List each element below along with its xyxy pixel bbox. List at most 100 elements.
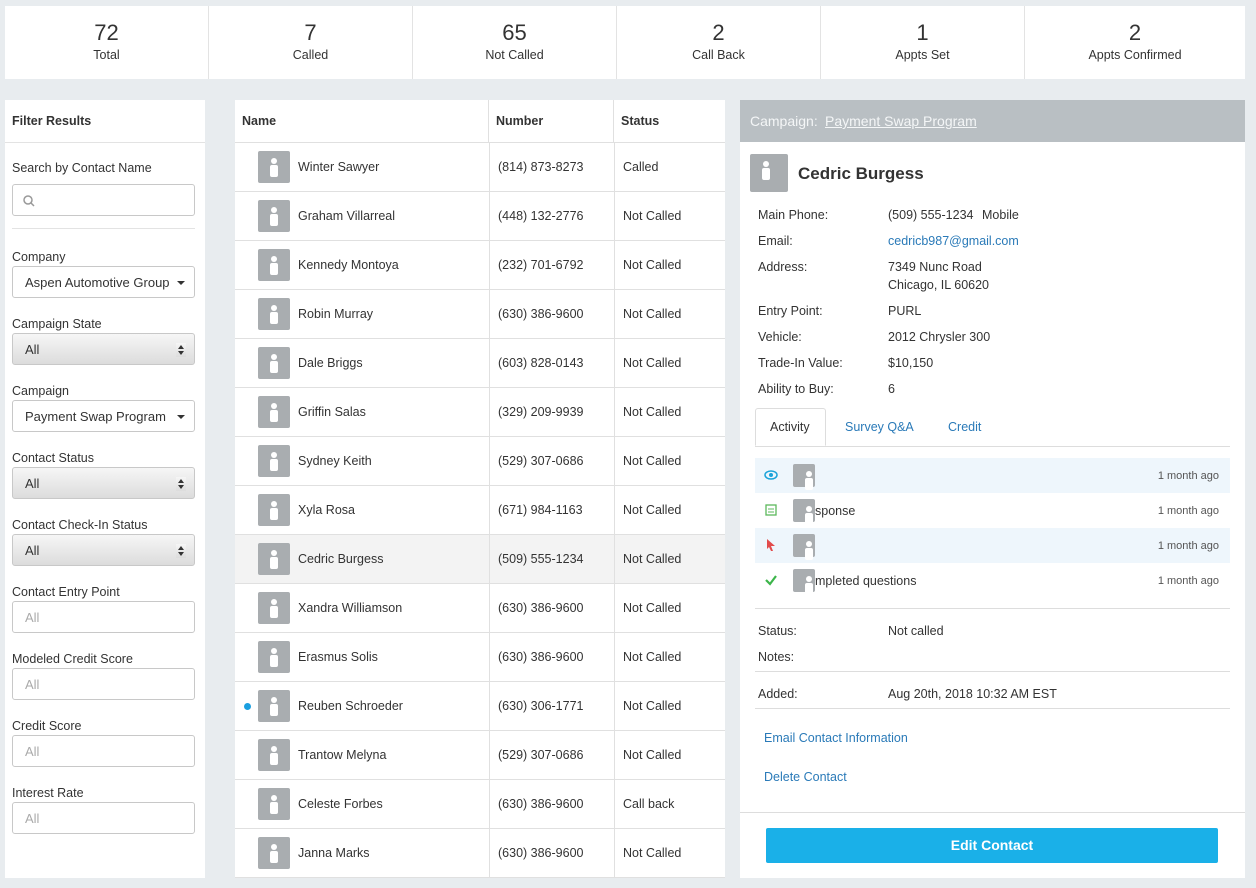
field-value[interactable]: cedricb987@gmail.com — [888, 234, 1019, 248]
contact-row[interactable]: Sydney Keith (529) 307-0686 Not Called — [235, 437, 725, 486]
column-header: Status — [614, 100, 725, 143]
contact-status: Not Called — [623, 748, 682, 762]
cell-divider — [489, 535, 490, 584]
status-label: Status: — [758, 624, 797, 638]
filter-label: Contact Status — [12, 451, 94, 465]
contact-row[interactable]: Graham Villarreal (448) 132-2776 Not Calle… — [235, 192, 725, 241]
contact-row[interactable]: Winter Sawyer (814) 873-8273 Called — [235, 143, 725, 192]
cell-divider — [614, 437, 615, 486]
avatar — [258, 249, 290, 281]
contact-status: Not Called — [623, 650, 682, 664]
filter-label: Contact Entry Point — [12, 585, 120, 599]
stat-label: Appts Confirmed — [1088, 48, 1182, 62]
cell-divider — [614, 535, 615, 584]
field-label: Address: — [758, 260, 808, 274]
select-arrow — [176, 544, 186, 558]
contact-number: (529) 307-0686 — [498, 454, 584, 468]
field-value: 2012 Chrysler 300 — [888, 330, 991, 344]
divider — [755, 708, 1230, 709]
contact-name: Trantow Melyna — [298, 748, 387, 762]
tab[interactable]: Survey Q&A — [845, 420, 914, 434]
contact-row[interactable]: Celeste Forbes (630) 386-9600 Call back — [235, 780, 725, 829]
contact-name: Erasmus Solis — [298, 650, 378, 664]
contact-status: Not Called — [623, 846, 682, 860]
contact-status: Not Called — [623, 209, 682, 223]
contact-name: Reuben Schroeder — [298, 699, 403, 713]
field-label: Trade-In Value: — [758, 356, 843, 370]
activity-item: mpleted questions 1 month ago — [755, 563, 1230, 598]
campaign-link[interactable]: Payment Swap Program — [825, 113, 977, 129]
filter-label: Company — [12, 250, 66, 264]
contact-name: Winter Sawyer — [298, 160, 380, 174]
unread-dot — [244, 703, 251, 710]
contact-row[interactable]: Trantow Melyna (529) 307-0686 Not Called — [235, 731, 725, 780]
filter-select[interactable]: Payment Swap Program — [12, 400, 195, 432]
email-link[interactable]: Email Contact Information — [764, 731, 908, 745]
delete-link[interactable]: Delete Contact — [764, 770, 847, 784]
filter-label: Campaign — [12, 384, 69, 398]
filter-select[interactable]: All — [12, 534, 195, 566]
search-input[interactable] — [12, 184, 195, 216]
added-label: Added: — [758, 687, 798, 701]
contact-row[interactable]: Griffin Salas (329) 209-9939 Not Called — [235, 388, 725, 437]
contact-status: Not Called — [623, 601, 682, 615]
edit-button[interactable]: Edit Contact — [766, 828, 1218, 863]
contact-row[interactable]: Erasmus Solis (630) 386-9600 Not Called — [235, 633, 725, 682]
cell-divider — [489, 682, 490, 731]
contact-status: Not Called — [623, 356, 682, 370]
avatar — [258, 837, 290, 869]
stat-value: 1 — [916, 20, 929, 45]
activity-time: 1 month ago — [1157, 470, 1219, 482]
filter-input[interactable]: All — [12, 668, 195, 700]
contact-status: Called — [623, 160, 659, 174]
contact-row[interactable]: Cedric Burgess (509) 555-1234 Not Called — [235, 535, 725, 584]
contact-number: (232) 701-6792 — [498, 258, 584, 272]
activity-icon — [767, 539, 775, 551]
contact-row[interactable]: Robin Murray (630) 386-9600 Not Called — [235, 290, 725, 339]
tab[interactable]: Activity — [770, 420, 810, 434]
activity-item: 1 month ago — [755, 458, 1230, 493]
notes-label: Notes: — [758, 650, 795, 664]
stat-cell: 72 Total — [5, 6, 209, 79]
select-arrow — [176, 276, 186, 290]
contact-row[interactable]: Janna Marks (630) 386-9600 Not Called — [235, 829, 725, 878]
cell-divider — [489, 290, 490, 339]
cell-divider — [489, 633, 490, 682]
avatar — [258, 592, 290, 624]
contact-name: Graham Villarreal — [298, 209, 396, 223]
field-label: Vehicle: — [758, 330, 802, 344]
filter-label: Credit Score — [12, 719, 82, 733]
contact-status: Not Called — [623, 503, 682, 517]
filter-input[interactable]: All — [12, 735, 195, 767]
field-value: (509) 555-1234 — [888, 208, 974, 222]
stat-value: 7 — [304, 20, 317, 45]
column-header: Number — [489, 100, 614, 143]
contact-row[interactable]: Xyla Rosa (671) 984-1163 Not Called — [235, 486, 725, 535]
contact-row[interactable]: Xandra Williamson (630) 386-9600 Not Calle… — [235, 584, 725, 633]
contact-row[interactable]: Dale Briggs (603) 828-0143 Not Called — [235, 339, 725, 388]
contact-number: (529) 307-0686 — [498, 748, 584, 762]
cell-divider — [614, 388, 615, 437]
filter-select[interactable]: All — [12, 333, 195, 365]
field-value: PURL — [888, 304, 922, 318]
avatar — [258, 151, 290, 183]
contact-number: (630) 386-9600 — [498, 797, 584, 811]
filter-input[interactable]: All — [12, 802, 195, 834]
filter-label: Contact Check-In Status — [12, 518, 148, 532]
cell-divider — [489, 388, 490, 437]
contact-row[interactable]: Kennedy Montoya (232) 701-6792 Not Called — [235, 241, 725, 290]
field-value: 7349 Nunc Road — [888, 260, 982, 274]
stats-bar: 72 Total 7 Called 65 Not Called 2 Call Back 1 App… — [5, 6, 1245, 79]
field-extra: Chicago, IL 60620 — [888, 278, 990, 292]
stat-value: 72 — [94, 20, 119, 45]
filter-select[interactable]: Aspen Automotive Group — [12, 266, 195, 298]
contact-name: Celeste Forbes — [298, 797, 383, 811]
contact-row[interactable]: Reuben Schroeder (630) 306-1771 Not Called — [235, 682, 725, 731]
select-arrow — [176, 343, 186, 357]
tab[interactable]: Credit — [948, 420, 982, 434]
stat-cell: 2 Call Back — [617, 6, 821, 79]
cell-divider — [614, 633, 615, 682]
filter-select[interactable]: All — [12, 467, 195, 499]
filter-input[interactable]: All — [12, 601, 195, 633]
